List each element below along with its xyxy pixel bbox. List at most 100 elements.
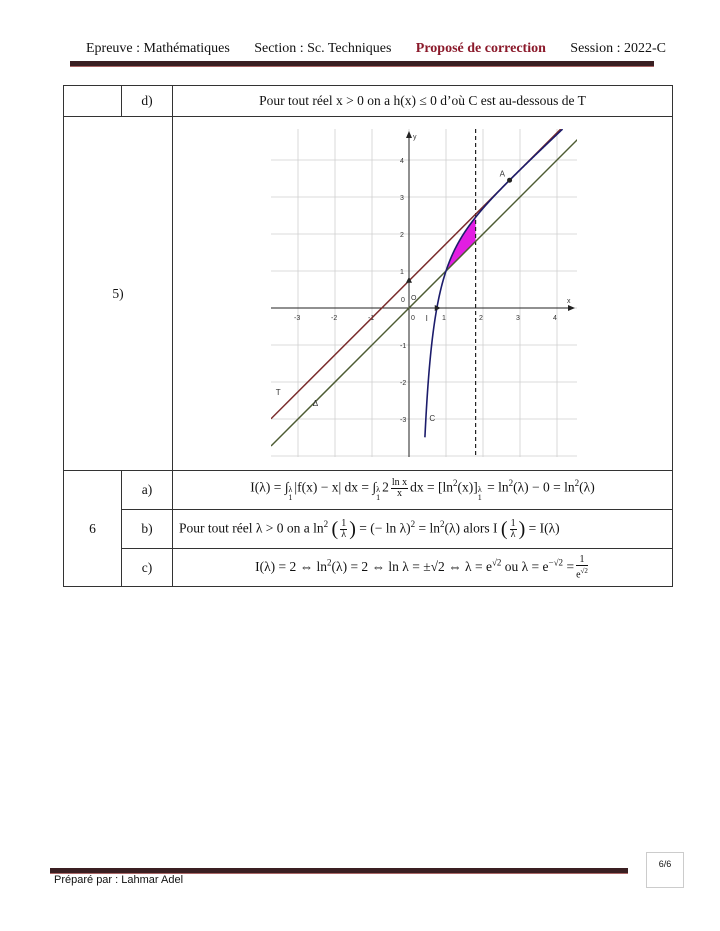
section: Section : Sc. Techniques [254,41,392,56]
formula-part: dx = [ln [410,479,454,495]
formula-part: x [397,488,402,500]
formula-part: 1 [288,492,293,502]
formula-part: 1 [477,492,482,502]
y-tick-label: -1 [400,343,406,350]
formula-part: 1 [576,554,588,566]
formula-part: 2 [382,479,389,495]
y-tick-label: 4 [400,158,404,165]
formula-part: (λ) − 0 = ln [513,479,575,495]
row-label: 6 [63,470,122,587]
formula-part: = I(λ) [528,520,560,536]
formula-part: 2 [574,478,580,489]
subject: Epreuve : Mathématiques [86,41,230,56]
formula-part: e√2 [576,566,588,580]
point-A [507,177,513,183]
formula-c: I(λ) = 2 ⇔ ln2(λ) = 2 ⇔ ln λ = ±√2 ⇔ λ =… [172,548,673,587]
formula-part: λ [376,484,381,494]
formula-part: (λ) = 2 ⇔ ln λ = ±√2 ⇔ λ = e [331,558,492,574]
x-tick-label: 4 [553,315,557,322]
formula-part: 2 [453,478,458,489]
y-tick-label: 3 [400,195,404,202]
session: Session : 2022-C [570,41,666,56]
formula-part: (x)] [457,479,478,495]
formula-part: 2 [327,557,332,568]
formula-part: √2 [491,557,502,568]
formula-part: ) [349,517,356,540]
row-text: Pour tout réel x > 0 on a h(x) ≤ 0 d’où … [172,85,673,117]
label-I: I [426,314,428,323]
row-sublabel: a) [121,470,173,510]
formula-part: λ [510,528,516,540]
formula-part: 2 [323,518,329,529]
formula-part: ou λ = e [501,558,549,574]
header-rule [70,61,654,67]
y-axis-label: y [413,134,417,141]
formula-part: e [576,569,581,581]
author: Préparé par : Lahmar Adel [54,874,184,886]
row-sublabel: b) [121,509,173,549]
formula-part: −√2 [548,557,564,568]
formula-part: ( [500,517,508,540]
formula-a: I(λ) = ∫ λ 1 |f(x) − x| dx = ∫ λ 1 2 ln x x dx = … [172,470,673,510]
y-tick-label: -3 [400,417,406,424]
row-label: 5) [63,116,173,471]
formula-part: I(λ) = ∫ [250,479,289,495]
formula-part: 2 [508,478,514,489]
footer-rule [50,868,628,874]
formula-part: 1 [340,517,348,530]
label-C: C [429,414,435,423]
formula-part: 2 [410,518,416,529]
x-axis-label: x [567,298,571,305]
y-tick-label: 2 [400,232,404,239]
point-marker [406,276,412,283]
formula-part: = [563,558,575,574]
row-6c: c) I(λ) = 2 ⇔ ln2(λ) = 2 ⇔ ln λ = ±√2 ⇔ … [64,548,673,587]
page-number: 6/6 [646,852,684,888]
x-tick-label: 2 [479,315,483,322]
x-tick-label: 0 [411,315,415,322]
y-tick-label: -2 [400,380,406,387]
formula-part: I(λ) = 2 ⇔ ln [255,558,328,574]
formula-part: λ [341,528,347,540]
origin-label: 0 [401,297,405,304]
x-tick-label: -3 [294,315,300,322]
formula-part: 2 [440,518,445,529]
x-axis-arrow [568,305,575,311]
x-tick-label: 1 [442,315,446,322]
label-delta: Δ [313,399,319,408]
label-O: O [411,295,417,302]
y-axis-arrow [406,131,412,138]
formula-part: = ln [415,520,441,536]
correction-table: d) Pour tout réel x > 0 on a h(x) ≤ 0 d’… [63,85,673,587]
label-A: A [500,170,506,179]
row-label: d) [121,85,173,117]
point-I-marker [434,305,441,311]
formula-part: = ln [483,479,509,495]
formula-part: √2 [580,566,588,575]
formula-b: Pour tout réel λ > 0 on a ln2 (1 λ) = (− … [172,509,673,549]
curve-C [424,129,564,438]
formula-part: (λ) [579,479,595,495]
label-T: T [276,388,281,397]
formula-part: 1 [376,492,381,502]
row-d: d) Pour tout réel x > 0 on a h(x) ≤ 0 d’… [63,85,673,117]
formula-part: ln x [390,477,409,490]
formula-part: 1 [509,517,517,530]
formula-part: 1 e√2 [576,554,588,580]
x-tick-label: 3 [516,315,520,322]
delta-line [271,138,577,447]
formula-part: ) [518,517,526,540]
formula-part: |f(x) − x| dx = ∫ [294,479,377,495]
correction-title: Proposé de correction [415,41,546,56]
y-tick-label: 1 [400,269,404,276]
row-6b: b) Pour tout réel λ > 0 on a ln2 (1 λ) = … [64,509,673,549]
